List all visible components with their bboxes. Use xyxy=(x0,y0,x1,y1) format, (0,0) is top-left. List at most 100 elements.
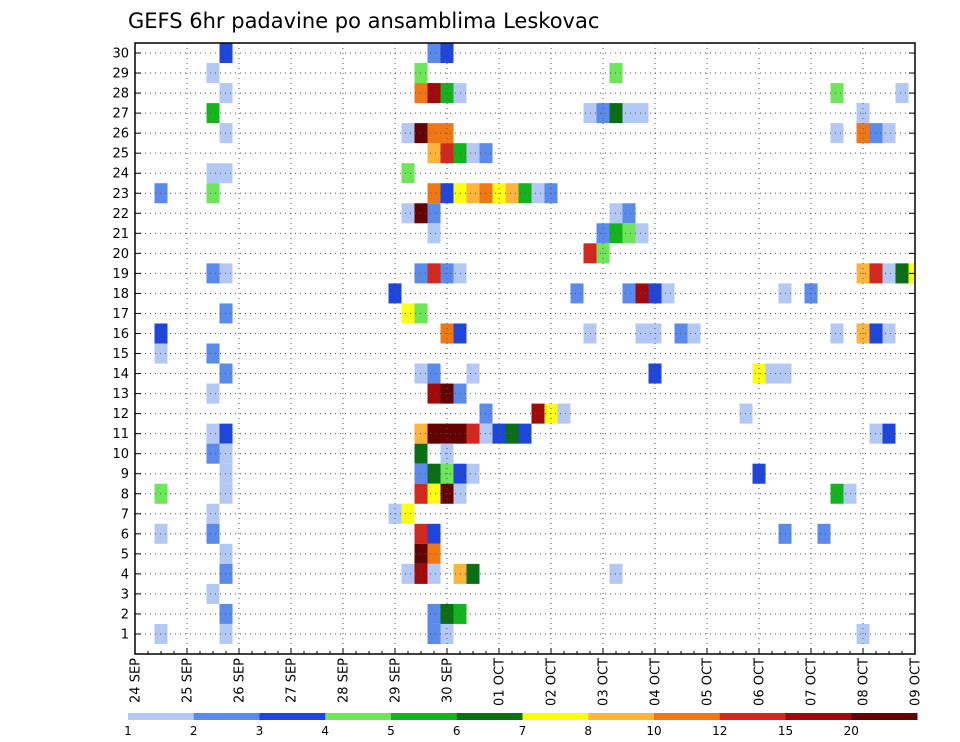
x-tick-label: 24 SEP xyxy=(129,658,144,703)
plot-frame xyxy=(134,42,916,655)
heatmap-cell xyxy=(817,523,831,544)
y-tick-label: 19 xyxy=(112,267,129,282)
heatmap-cell xyxy=(622,103,636,124)
x-axis: 24 SEP 25 SEP 26 SEP 27 SEP 28 SEP 29 SEP 30 S… xyxy=(129,648,924,706)
heatmap-cell xyxy=(505,423,519,444)
y-tick-label: 9 xyxy=(121,467,129,482)
heatmap-cell xyxy=(635,223,649,244)
heatmap-cell xyxy=(830,323,844,344)
y-tick-label: 6 xyxy=(121,527,129,542)
x-tick-label: 25 SEP xyxy=(181,658,196,703)
heatmap-cell xyxy=(401,303,415,324)
colorbar-swatch xyxy=(785,713,852,720)
heatmap-cell xyxy=(401,203,415,224)
heatmap-cell xyxy=(206,443,220,464)
colorbar-label: 8 xyxy=(584,724,592,738)
heatmap-cell xyxy=(427,603,441,624)
heatmap-cell xyxy=(427,543,441,564)
x-tick-label: 05 OCT xyxy=(701,658,716,706)
colorbar-swatch xyxy=(193,713,260,720)
heatmap-cell xyxy=(401,563,415,584)
heatmap-cell xyxy=(882,323,896,344)
heatmap-cell xyxy=(401,163,415,184)
heatmap-cell xyxy=(427,383,441,404)
y-tick-label: 29 xyxy=(112,67,129,82)
y-tick-label: 20 xyxy=(112,247,129,262)
heatmap-cell xyxy=(687,323,701,344)
heatmap-cell xyxy=(206,263,220,284)
heatmap-cell xyxy=(531,403,545,424)
heatmap-cell xyxy=(466,183,480,204)
heatmap-cell xyxy=(427,143,441,164)
heatmap-cell xyxy=(206,523,220,544)
chart-title: GEFS 6hr padavine po ansamblima Leskovac xyxy=(128,9,599,33)
heatmap-cell xyxy=(427,483,441,504)
heatmap-cell xyxy=(466,563,480,584)
colorbar: 1 2 3 4 5 6 7 8 10 12 15 20 xyxy=(124,713,918,738)
heatmap-cell xyxy=(622,203,636,224)
y-tick-label: 21 xyxy=(112,227,129,242)
colorbar-swatch xyxy=(325,713,392,720)
y-tick-label: 11 xyxy=(112,427,129,442)
colorbar-swatch xyxy=(128,713,195,720)
colorbar-label: 4 xyxy=(321,724,329,738)
x-tick-label: 03 OCT xyxy=(597,658,612,706)
heatmap-cell xyxy=(427,423,441,444)
x-tick-label: 29 SEP xyxy=(389,658,404,703)
heatmap-cell xyxy=(882,123,896,144)
heatmap-cell xyxy=(427,623,441,644)
heatmap-cell xyxy=(466,143,480,164)
heatmap-cell xyxy=(206,183,220,204)
y-tick-label: 25 xyxy=(112,147,129,162)
heatmap-cell xyxy=(427,563,441,584)
heatmap-cell xyxy=(635,283,649,304)
colorbar-swatch xyxy=(259,713,326,720)
colorbar-swatch xyxy=(391,713,458,720)
heatmap-cell xyxy=(206,583,220,604)
colorbar-label: 7 xyxy=(519,724,527,738)
heatmap-cell xyxy=(505,183,519,204)
heatmap-cell xyxy=(531,183,545,204)
heatmap-cell xyxy=(401,123,415,144)
heatmap-cell xyxy=(427,263,441,284)
y-tick-label: 8 xyxy=(121,487,129,502)
y-tick-label: 4 xyxy=(121,567,129,582)
x-tick-label: 26 SEP xyxy=(233,658,248,703)
heatmap-cell xyxy=(427,523,441,544)
colorbar-swatch xyxy=(456,713,523,720)
y-tick-label: 27 xyxy=(112,107,129,122)
heatmap-cell xyxy=(466,423,480,444)
y-tick-label: 22 xyxy=(112,207,129,222)
heatmap-cell xyxy=(427,123,441,144)
colorbar-label: 2 xyxy=(190,724,198,738)
colorbar-swatch xyxy=(522,713,589,720)
y-tick-label: 5 xyxy=(121,547,129,562)
x-tick-label: 04 OCT xyxy=(649,658,664,706)
heatmap-cell xyxy=(622,283,636,304)
y-tick-label: 23 xyxy=(112,187,129,202)
x-tick-label: 27 SEP xyxy=(285,658,300,703)
heatmap-cell xyxy=(882,423,896,444)
heatmap-cell xyxy=(661,283,675,304)
heatmap-cell xyxy=(206,103,220,124)
heatmap-cell xyxy=(570,283,584,304)
x-tick-label: 02 OCT xyxy=(545,658,560,706)
heatmap-cell xyxy=(765,363,779,384)
colorbar-swatch xyxy=(719,713,786,720)
y-tick-label: 24 xyxy=(112,167,129,182)
colorbar-label: 20 xyxy=(844,724,859,738)
colorbar-swatch xyxy=(654,713,721,720)
heatmap-cell xyxy=(206,383,220,404)
y-tick-label: 10 xyxy=(112,447,129,462)
colorbar-label: 1 xyxy=(124,724,132,738)
y-tick-label: 17 xyxy=(112,307,129,322)
heatmap-cell xyxy=(206,343,220,364)
x-tick-label: 01 OCT xyxy=(493,658,508,706)
heatmap-cell xyxy=(401,503,415,524)
x-tick-label: 08 OCT xyxy=(857,658,872,706)
colorbar-label: 5 xyxy=(387,724,395,738)
heatmap-cell xyxy=(466,463,480,484)
heatmap-cell xyxy=(427,203,441,224)
colorbar-swatch xyxy=(851,713,918,720)
y-tick-label: 26 xyxy=(112,127,129,142)
